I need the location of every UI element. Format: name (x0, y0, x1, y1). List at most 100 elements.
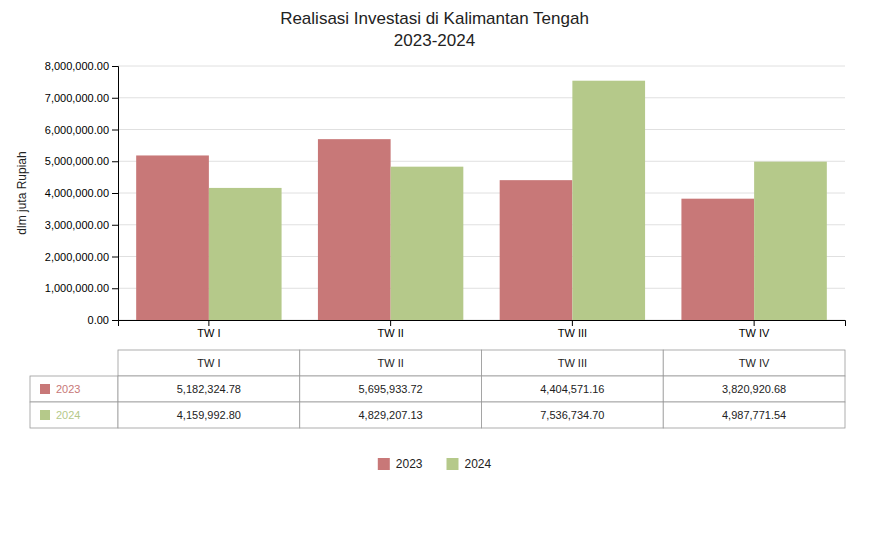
y-tick: 3,000,000.00 (45, 219, 118, 231)
legend-label: 2023 (396, 457, 423, 471)
x-tick-mark (754, 320, 755, 326)
bar (572, 81, 645, 320)
table-row-swatch (40, 410, 50, 420)
table-cell (482, 402, 664, 428)
y-axis: 0.00 1,000,000.00 2,000,000.00 3,000,000.00… (45, 60, 119, 326)
y-tick-mark (112, 98, 118, 99)
legend-swatch (378, 458, 390, 470)
bar (136, 155, 209, 320)
subtitle: 2023-2024 (394, 31, 475, 50)
y-tick-label: 3,000,000.00 (45, 219, 109, 231)
table-row-label: 2023 (56, 383, 80, 395)
y-tick-mark (112, 225, 118, 226)
bar-series (209, 81, 827, 320)
y-tick: 0.00 (88, 314, 118, 326)
table-header: TW III (558, 357, 587, 369)
y-tick-label: 4,000,000.00 (45, 187, 109, 199)
bar (209, 188, 282, 320)
bar (754, 162, 827, 320)
table-value: 4,829,207.13 (359, 409, 423, 421)
x-tick-mark (390, 320, 391, 326)
bars (136, 81, 827, 320)
y-tick: 5,000,000.00 (45, 155, 118, 167)
y-tick-label: 0.00 (88, 314, 109, 326)
table-row-label-cell (30, 376, 118, 402)
bar-series (136, 139, 754, 320)
plot-area: 0.00 1,000,000.00 2,000,000.00 3,000,000.00… (45, 60, 846, 339)
legend-item: 2024 (447, 457, 492, 471)
table-cell (118, 402, 300, 428)
bar (391, 167, 464, 320)
bar (500, 180, 573, 320)
data-table: TW I TW II TW III TW IV 2023 5,182,324.78 5,69… (30, 350, 845, 428)
x-tick-label: TW II (377, 327, 403, 339)
table-header: TW IV (739, 357, 770, 369)
table-value: 3,820,920.68 (722, 383, 786, 395)
legend-swatch (447, 458, 459, 470)
y-tick: 7,000,000.00 (45, 92, 118, 104)
y-tick-mark (112, 130, 118, 131)
table-header: TW I (197, 357, 220, 369)
x-tick: TW I (197, 320, 220, 339)
table-row-swatch (40, 384, 50, 394)
table-cell (300, 402, 482, 428)
table-cell (482, 350, 664, 376)
y-tick-mark (112, 193, 118, 194)
y-tick: 8,000,000.00 (45, 60, 118, 72)
table-cell (663, 402, 845, 428)
table-cell (118, 350, 300, 376)
x-tick: TW IV (739, 320, 770, 339)
x-tick-label: TW I (197, 327, 220, 339)
table-value: 4,159,992.80 (177, 409, 241, 421)
grid (118, 66, 845, 320)
y-tick: 2,000,000.00 (45, 251, 118, 263)
grid-line (118, 161, 845, 162)
legend-item: 2023 (378, 457, 423, 471)
y-tick-mark (112, 66, 118, 67)
x-tick-label: TW IV (739, 327, 770, 339)
table-value: 5,695,933.72 (359, 383, 423, 395)
y-tick: 1,000,000.00 (45, 282, 118, 294)
chart-svg: Realisasi Investasi di Kalimantan Tengah… (0, 0, 869, 554)
x-axis-line (119, 321, 846, 327)
legend-label: 2024 (465, 457, 492, 471)
x-tick: TW III (558, 320, 587, 339)
y-tick-mark (112, 320, 118, 321)
title: Realisasi Investasi di Kalimantan Tengah (280, 9, 589, 28)
y-tick-label: 8,000,000.00 (45, 60, 109, 72)
table-value: 4,404,571.16 (540, 383, 604, 395)
table-value: 5,182,324.78 (177, 383, 241, 395)
y-tick-label: 2,000,000.00 (45, 251, 109, 263)
y-axis-label: dlm juta Rupiah (15, 151, 29, 234)
table-cell (482, 376, 664, 402)
x-axis: TW I TW II TW III TW IV (119, 320, 846, 339)
table-cell (300, 376, 482, 402)
bar (318, 139, 391, 320)
x-tick-mark (572, 320, 573, 326)
y-tick-label: 6,000,000.00 (45, 124, 109, 136)
table-cell (663, 376, 845, 402)
table-header: TW II (377, 357, 403, 369)
y-tick-mark (112, 288, 118, 289)
y-tick-label: 1,000,000.00 (45, 282, 109, 294)
grid-line (118, 129, 845, 130)
grid-line (118, 97, 845, 98)
y-tick: 4,000,000.00 (45, 187, 118, 199)
table-cell (300, 350, 482, 376)
table-value: 7,536,734.70 (540, 409, 604, 421)
x-tick-mark (208, 320, 209, 326)
legend: 2023 2024 (378, 457, 492, 471)
y-tick-label: 5,000,000.00 (45, 155, 109, 167)
x-tick-label: TW III (558, 327, 587, 339)
bar (681, 199, 754, 320)
table-row-label-cell (30, 402, 118, 428)
y-tick: 6,000,000.00 (45, 124, 118, 136)
grid-line (118, 66, 845, 67)
y-tick-mark (112, 161, 118, 162)
table-cell (118, 376, 300, 402)
y-tick-label: 7,000,000.00 (45, 92, 109, 104)
table-row-label: 2024 (56, 409, 80, 421)
y-axis-line (112, 67, 119, 321)
y-tick-mark (112, 257, 118, 258)
x-tick: TW II (377, 320, 403, 339)
